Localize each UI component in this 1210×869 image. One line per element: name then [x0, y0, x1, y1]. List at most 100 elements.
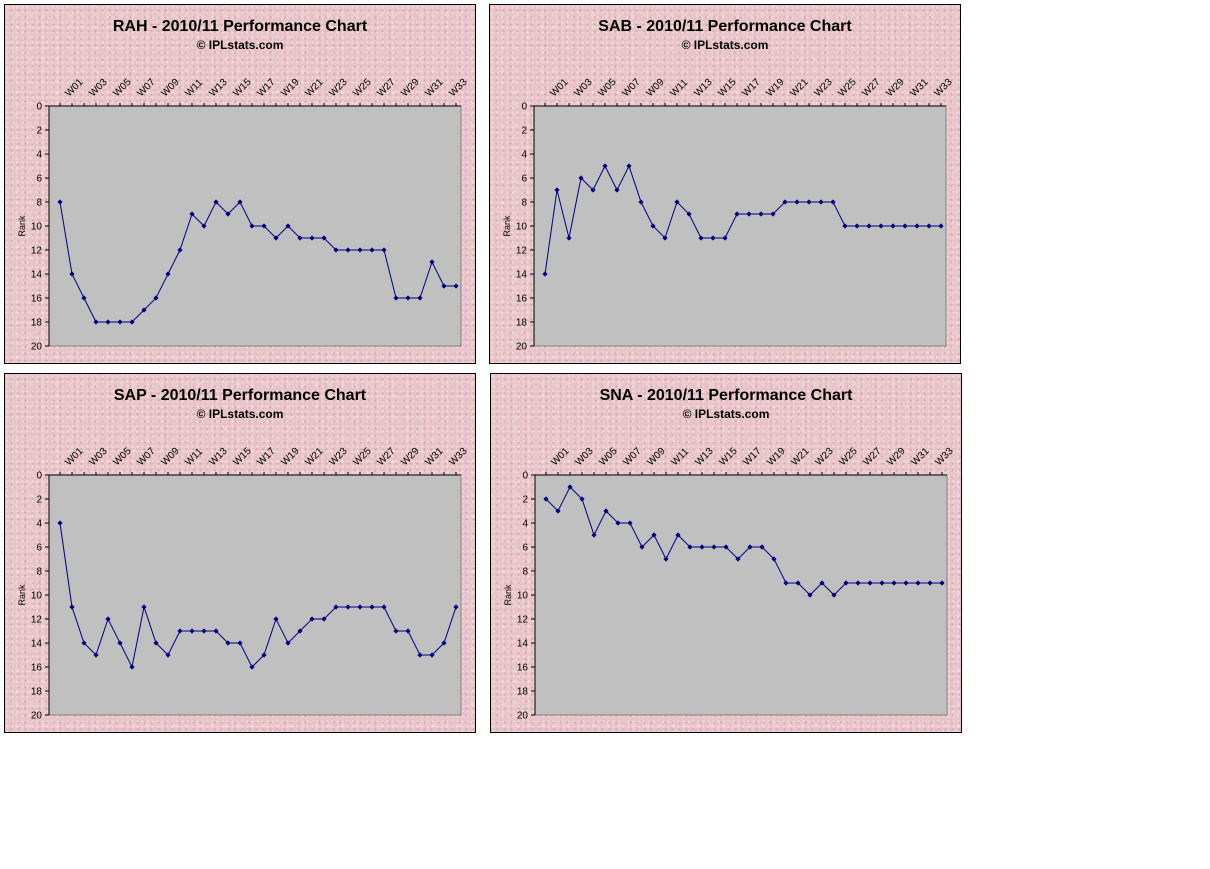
- data-point: [543, 496, 549, 502]
- data-point: [735, 556, 741, 562]
- y-tick-label: 6: [522, 543, 528, 554]
- x-tick-label: W05: [597, 445, 620, 468]
- data-point: [357, 247, 363, 253]
- data-point: [69, 604, 75, 610]
- data-point: [831, 592, 837, 598]
- x-tick-label: W21: [303, 445, 326, 468]
- data-point: [662, 235, 668, 241]
- x-tick-label: W11: [669, 446, 691, 468]
- x-tick-label: W13: [692, 76, 715, 99]
- y-axis-label: Rank: [503, 584, 513, 606]
- data-point: [855, 580, 861, 586]
- data-point: [578, 175, 584, 181]
- x-tick-label: W31: [423, 76, 446, 99]
- data-point: [117, 319, 123, 325]
- data-point: [429, 259, 435, 265]
- data-point: [699, 544, 705, 550]
- x-tick-label: W27: [375, 445, 398, 468]
- data-point: [639, 544, 645, 550]
- y-tick-label: 0: [522, 471, 528, 482]
- x-tick-label: W11: [183, 446, 205, 468]
- y-tick-label: 12: [516, 246, 528, 257]
- data-point: [782, 199, 788, 205]
- data-point: [747, 544, 753, 550]
- data-point: [746, 211, 752, 217]
- data-point: [177, 247, 183, 253]
- y-tick-label: 8: [36, 198, 42, 209]
- data-point: [153, 640, 159, 646]
- x-tick-label: W15: [231, 445, 254, 468]
- data-point: [81, 640, 87, 646]
- y-tick-label: 4: [36, 150, 42, 161]
- chart-subtitle: © IPLstats.com: [682, 38, 769, 52]
- chart-title: RAH - 2010/11 Performance Chart: [113, 18, 368, 35]
- x-tick-label: W13: [207, 76, 230, 99]
- chart-subtitle: © IPLstats.com: [683, 407, 770, 421]
- data-point: [711, 544, 717, 550]
- y-tick-label: 14: [31, 639, 43, 650]
- data-point: [273, 235, 279, 241]
- data-point: [879, 580, 885, 586]
- data-point: [333, 604, 339, 610]
- data-point: [261, 652, 267, 658]
- x-tick-label: W17: [255, 76, 278, 99]
- y-tick-label: 16: [31, 294, 43, 305]
- x-tick-label: W33: [447, 445, 470, 468]
- x-tick-label: W33: [932, 76, 955, 99]
- data-point: [417, 652, 423, 658]
- data-point: [734, 211, 740, 217]
- x-tick-label: W29: [885, 445, 908, 468]
- data-point: [57, 199, 63, 205]
- data-point: [261, 223, 267, 229]
- data-point: [567, 484, 573, 490]
- x-tick-label: W05: [596, 76, 619, 99]
- data-point: [651, 532, 657, 538]
- y-tick-label: 0: [36, 102, 42, 113]
- x-tick-label: W15: [716, 76, 739, 99]
- data-point: [297, 235, 303, 241]
- data-point: [867, 580, 873, 586]
- data-point: [902, 223, 908, 229]
- x-tick-label: W29: [399, 76, 422, 99]
- data-point: [201, 223, 207, 229]
- y-tick-label: 20: [31, 342, 43, 353]
- x-tick-label: W17: [741, 445, 764, 468]
- data-point: [309, 235, 315, 241]
- data-point: [405, 628, 411, 634]
- y-tick-label: 4: [521, 150, 527, 161]
- x-tick-label: W01: [63, 445, 86, 468]
- data-point: [890, 223, 896, 229]
- x-tick-label: W21: [789, 445, 812, 468]
- data-point: [650, 223, 656, 229]
- x-tick-label: W03: [87, 445, 110, 468]
- data-point: [369, 604, 375, 610]
- x-tick-label: W33: [933, 445, 956, 468]
- y-axis-label: Rank: [502, 215, 512, 237]
- data-point: [237, 640, 243, 646]
- data-point: [758, 211, 764, 217]
- data-point: [891, 580, 897, 586]
- data-point: [453, 604, 459, 610]
- x-tick-label: W07: [621, 445, 644, 468]
- data-point: [555, 508, 561, 514]
- y-tick-label: 8: [36, 567, 42, 578]
- y-axis-label: Rank: [17, 584, 27, 606]
- data-point: [429, 652, 435, 658]
- chart-panel-rah: RAH - 2010/11 Performance Chart © IPLstat…: [4, 4, 476, 364]
- data-point: [542, 271, 548, 277]
- data-point: [453, 283, 459, 289]
- y-tick-label: 20: [31, 711, 43, 722]
- y-tick-label: 14: [31, 270, 43, 281]
- x-tick-label: W25: [351, 76, 374, 99]
- chart-svg-sab: SAB - 2010/11 Performance Chart © IPLstat…: [502, 18, 955, 353]
- chart-subtitle: © IPLstats.com: [197, 407, 284, 421]
- y-tick-label: 16: [31, 663, 43, 674]
- chart-title: SAB - 2010/11 Performance Chart: [598, 18, 852, 35]
- data-point: [333, 247, 339, 253]
- data-point: [249, 664, 255, 670]
- x-tick-label: W25: [351, 445, 374, 468]
- y-tick-label: 16: [516, 294, 528, 305]
- y-tick-label: 6: [36, 543, 42, 554]
- x-tick-label: W13: [693, 445, 716, 468]
- data-point: [759, 544, 765, 550]
